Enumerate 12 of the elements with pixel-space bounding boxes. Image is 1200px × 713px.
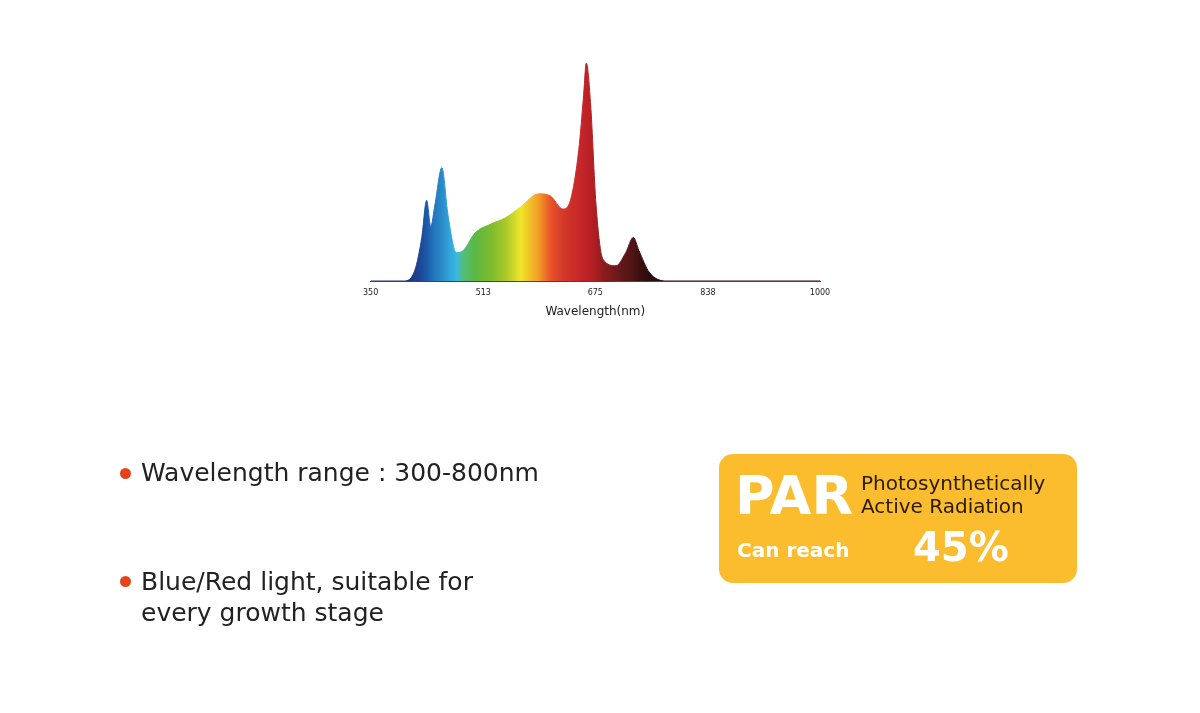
x-tick-label: 675 [587, 287, 603, 297]
text: Blue/Red light, suitable for every growth stage [141, 566, 474, 628]
x-axis-title: Wavelength(nm) [545, 303, 646, 318]
text: Photosynthetically Active Radiation [861, 471, 1047, 518]
x-tick-label: 513 [475, 287, 491, 297]
text: Wavelength range : 300-800nm [141, 458, 539, 487]
text: 45% [913, 524, 1009, 570]
x-tick-label: 838 [700, 287, 716, 297]
text: PAR [735, 464, 853, 527]
x-tick-label: 350 [362, 287, 379, 297]
text: Can reach [737, 538, 850, 562]
x-tick-label: 1000 [809, 287, 831, 297]
